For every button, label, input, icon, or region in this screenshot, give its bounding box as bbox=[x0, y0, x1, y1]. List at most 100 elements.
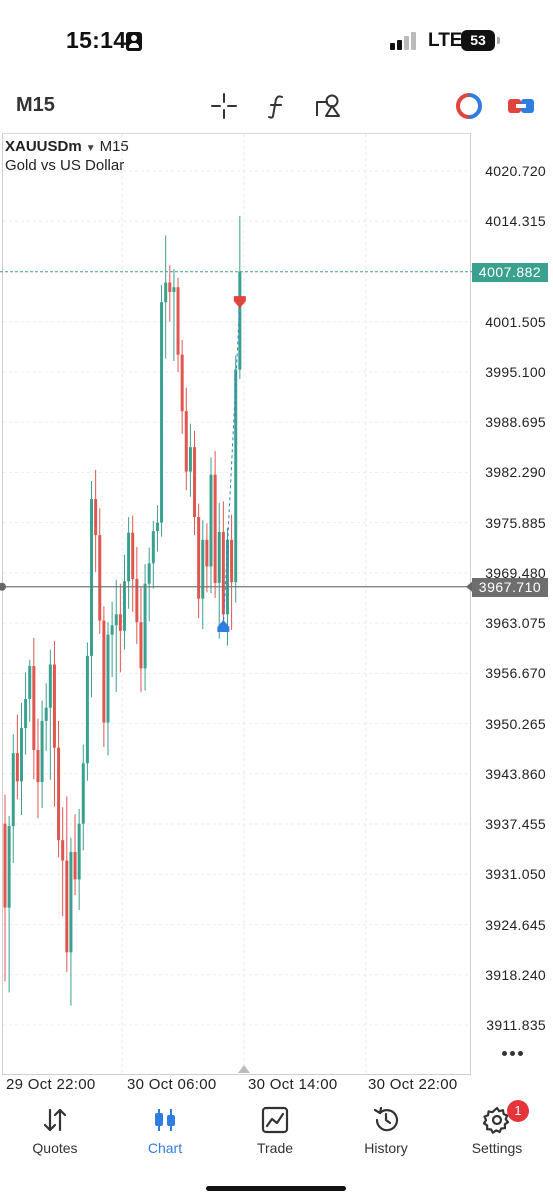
candle-body bbox=[234, 369, 238, 583]
candle-body bbox=[32, 666, 36, 750]
nav-chart-label: Chart bbox=[147, 1140, 183, 1156]
candle-body bbox=[57, 747, 61, 841]
sell-arrow-icon bbox=[233, 296, 246, 309]
candle-body bbox=[176, 287, 180, 355]
candle-body bbox=[7, 826, 11, 908]
candle-body bbox=[90, 499, 94, 656]
candle-body bbox=[77, 823, 81, 880]
candle-body bbox=[110, 625, 114, 635]
chart-candles-icon bbox=[155, 1109, 175, 1131]
one-click-trading-icon[interactable] bbox=[455, 92, 483, 120]
home-indicator[interactable] bbox=[206, 1186, 346, 1191]
candle-body bbox=[168, 282, 172, 292]
price-axis-label: 3943.860 bbox=[485, 765, 546, 782]
time-axis-label: 30 Oct 22:00 bbox=[368, 1076, 458, 1093]
candle-body bbox=[193, 447, 197, 518]
price-axis-label: 4014.315 bbox=[485, 213, 546, 230]
crosshair-icon[interactable] bbox=[210, 92, 238, 120]
time-axis-label: 29 Oct 22:00 bbox=[6, 1076, 96, 1093]
trade-toggle-icon[interactable] bbox=[507, 92, 535, 120]
chart-toolbar: M15 bbox=[0, 82, 553, 130]
candle-body bbox=[65, 860, 69, 953]
trade-connection-line bbox=[222, 302, 241, 627]
candle-body bbox=[40, 720, 44, 783]
horizontal-line-price-tag[interactable]: 3967.710 bbox=[472, 577, 548, 597]
bid-price-tag: 4007.882 bbox=[472, 262, 548, 282]
candle-body bbox=[197, 517, 201, 599]
candle-body bbox=[160, 302, 164, 523]
candle-body bbox=[3, 823, 7, 908]
line-handle-left bbox=[0, 582, 6, 591]
candle-body bbox=[201, 539, 205, 599]
price-chart[interactable] bbox=[0, 133, 553, 1098]
candle-body bbox=[122, 581, 126, 631]
price-axis-label: 3975.885 bbox=[485, 514, 546, 531]
price-axis-label: 4001.505 bbox=[485, 313, 546, 330]
nav-quotes-label: Quotes bbox=[32, 1140, 78, 1156]
candle-body bbox=[36, 749, 40, 783]
candle-body bbox=[151, 531, 155, 564]
battery-level: 53 bbox=[470, 32, 486, 48]
signal-bars-icon bbox=[390, 32, 418, 50]
nav-trade-label: Trade bbox=[256, 1140, 294, 1156]
candle-body bbox=[172, 287, 176, 292]
candle-body bbox=[114, 614, 118, 626]
price-axis-label: 3963.075 bbox=[485, 615, 546, 632]
time-axis-label: 30 Oct 14:00 bbox=[248, 1076, 338, 1093]
candle-body bbox=[85, 655, 89, 764]
bottom-navigation: Quotes Chart Trade History Settings bbox=[0, 1098, 553, 1200]
nav-chart[interactable]: Chart bbox=[110, 1098, 220, 1168]
candle-body bbox=[188, 447, 192, 472]
timeframe-button[interactable]: M15 bbox=[16, 94, 55, 116]
candle-body bbox=[81, 763, 85, 824]
more-dots-icon[interactable] bbox=[500, 1049, 526, 1057]
price-axis-label: 3931.050 bbox=[485, 866, 546, 883]
nav-trade[interactable]: Trade bbox=[220, 1098, 330, 1168]
price-axis-label: 3911.835 bbox=[486, 1017, 546, 1033]
symbol-timeframe: M15 bbox=[99, 138, 129, 155]
price-axis-label: 3950.265 bbox=[485, 715, 546, 732]
objects-icon[interactable] bbox=[314, 92, 342, 120]
symbol-description: Gold vs US Dollar bbox=[5, 157, 125, 174]
candle-body bbox=[155, 522, 159, 532]
price-axis-label: 3937.455 bbox=[485, 816, 546, 833]
battery-icon: 53 bbox=[461, 30, 500, 51]
nav-history-label: History bbox=[364, 1140, 408, 1156]
candle-body bbox=[98, 535, 102, 621]
settings-notification-badge: 1 bbox=[507, 1100, 529, 1122]
candle-body bbox=[209, 474, 213, 567]
candle-body bbox=[106, 634, 110, 723]
candle-body bbox=[24, 699, 28, 729]
candle-body bbox=[147, 563, 151, 584]
line-handle-right bbox=[466, 581, 472, 592]
candle-body bbox=[238, 271, 242, 370]
candle-body bbox=[44, 707, 48, 721]
history-clock-icon bbox=[373, 1106, 399, 1132]
candle-body bbox=[180, 354, 184, 412]
candle-body bbox=[102, 620, 106, 723]
chart-area[interactable]: XAUUSDm ▼ M15 Gold vs US Dollar 4020.720 40… bbox=[0, 133, 553, 1098]
nav-quotes[interactable]: Quotes bbox=[0, 1098, 110, 1168]
settings-gear-icon bbox=[483, 1106, 510, 1134]
nav-settings-label: Settings bbox=[471, 1140, 523, 1156]
candle-body bbox=[221, 531, 225, 615]
id-card-icon bbox=[126, 32, 142, 51]
indicator-f-icon[interactable] bbox=[263, 92, 291, 120]
price-axis-label: 4020.720 bbox=[485, 163, 546, 179]
candle-body bbox=[69, 851, 73, 953]
candle-body bbox=[61, 840, 65, 861]
status-bar: 15:14 LTE 53 bbox=[0, 0, 553, 80]
candle-body bbox=[48, 664, 52, 708]
candle-body bbox=[28, 666, 32, 699]
nav-history[interactable]: History bbox=[331, 1098, 441, 1168]
current-time-marker-icon bbox=[238, 1065, 250, 1073]
price-axis-label: 3988.695 bbox=[485, 414, 546, 431]
quotes-arrows-icon bbox=[43, 1108, 67, 1132]
symbol-name: XAUUSDm bbox=[5, 138, 82, 155]
symbol-header[interactable]: XAUUSDm ▼ M15 bbox=[5, 138, 129, 155]
nav-settings[interactable]: Settings bbox=[442, 1098, 552, 1168]
candle-body bbox=[143, 583, 147, 669]
candle-body bbox=[11, 753, 15, 827]
candle-body bbox=[205, 539, 209, 567]
candle-body bbox=[73, 851, 77, 880]
